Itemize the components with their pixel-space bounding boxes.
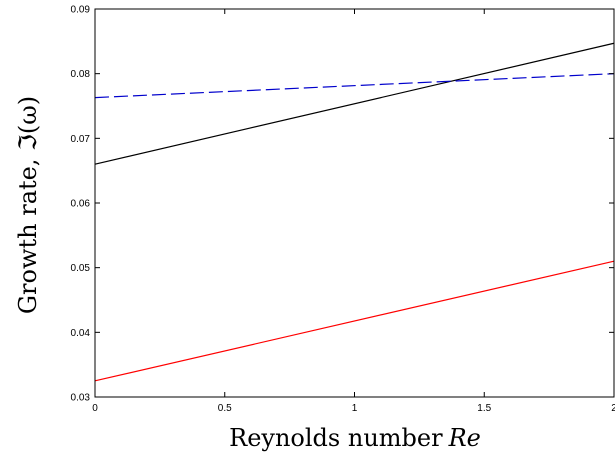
y-tick-label: 0.08: [71, 69, 91, 80]
x-axis-title-text: Reynolds number: [229, 424, 443, 452]
series-line-3: [94, 260, 615, 382]
x-axis-title: Reynolds number Re: [229, 424, 481, 452]
y-axis-title: Growth rate, ℑ(ω): [14, 96, 42, 314]
series-line-1: [94, 42, 615, 165]
x-axis-title-symbol: Re: [448, 424, 481, 452]
y-tick-label: 0.07: [71, 134, 91, 145]
plot-layer: 0 0.5 1 1.5 2 0.03 0.04 0.05 0.06 0.07 0.08 0.09: [71, 5, 615, 415]
x-tick-label: 0: [92, 403, 98, 414]
y-tick-label: 0.06: [71, 199, 91, 210]
series-line-2: [94, 73, 615, 99]
x-tick-label: 2: [611, 403, 615, 414]
y-tick-label: 0.04: [71, 328, 91, 339]
x-tick-label: 1: [352, 403, 358, 414]
plot-frame: [94, 8, 615, 398]
x-tick-label: 1.5: [477, 403, 491, 414]
y-tick-label: 0.05: [71, 263, 91, 274]
y-tick-label: 0.09: [71, 5, 91, 16]
y-tick-label: 0.03: [71, 393, 91, 404]
x-tick-label: 0.5: [218, 403, 232, 414]
